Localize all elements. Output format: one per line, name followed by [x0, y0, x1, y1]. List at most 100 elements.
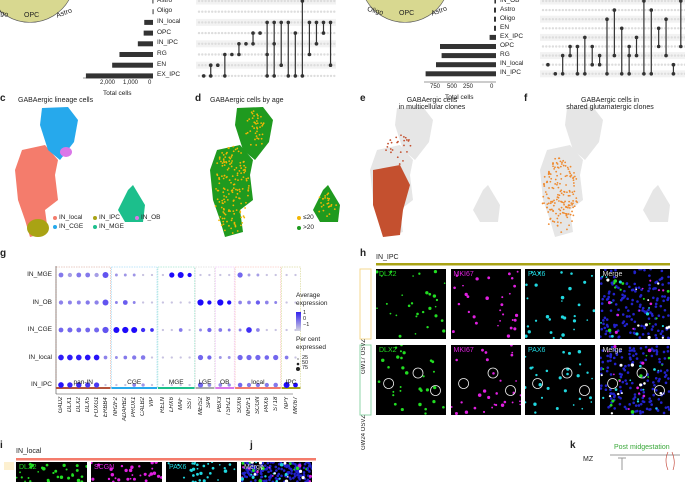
labelled-cell — [152, 471, 157, 475]
labelled-cell — [494, 392, 498, 395]
matrix-empty-dot — [303, 21, 306, 24]
labelled-cell — [117, 478, 121, 482]
matrix-empty-dot — [227, 10, 230, 13]
umap-point-le20 — [230, 165, 233, 168]
matrix-empty-dot — [211, 42, 214, 45]
dotplot-dot — [94, 327, 100, 333]
matrix-empty-dot — [263, 10, 267, 13]
matrix-empty-dot — [578, 63, 581, 66]
labelled-cell — [473, 406, 476, 410]
nucleus — [628, 331, 632, 334]
matrix-empty-dot — [594, 27, 597, 30]
matrix-empty-dot — [237, 0, 240, 3]
matrix-empty-dot — [306, 63, 310, 67]
nucleus — [609, 397, 613, 400]
combination-dot — [568, 44, 572, 49]
umap-point-le20 — [324, 196, 326, 199]
matrix-empty-dot — [644, 36, 647, 39]
panel-k-title: Post midgestation — [614, 444, 670, 451]
nucleus — [643, 358, 647, 362]
nucleus — [640, 396, 644, 400]
umap-point-le20 — [255, 144, 258, 146]
dotplot-dot — [247, 300, 251, 305]
dotplot-dot — [227, 383, 231, 387]
labelled-cell — [387, 365, 390, 369]
labelled-cell — [518, 403, 521, 406]
matrix-empty-dot — [588, 45, 591, 48]
nucleus — [267, 470, 270, 474]
dotplot-dot — [102, 326, 109, 334]
labelled-cell — [512, 327, 516, 331]
set-size-bar — [494, 0, 496, 4]
matrix-empty-dot — [670, 45, 673, 48]
labelled-cell — [75, 468, 79, 472]
umap-highlight-point — [561, 161, 563, 164]
nucleus — [604, 384, 607, 388]
gene-group-bar — [235, 387, 281, 389]
dotplot-dot — [228, 273, 231, 277]
set-size-bar — [494, 25, 496, 31]
matrix-empty-dot — [329, 74, 333, 78]
combination-dot — [321, 20, 326, 25]
umap-highlight-point — [572, 177, 574, 180]
matrix-empty-dot — [253, 53, 257, 56]
matrix-empty-dot — [654, 27, 657, 30]
nucleus — [627, 315, 631, 318]
matrix-empty-dot — [545, 18, 548, 21]
umap-point-le20 — [257, 137, 260, 140]
umap-highlight-point — [549, 202, 552, 205]
labelled-cell — [503, 400, 506, 404]
combination-dot — [553, 72, 558, 76]
umap-point-le20 — [225, 196, 228, 198]
matrix-empty-dot — [680, 72, 683, 76]
labelled-cell — [657, 289, 660, 292]
nucleus — [647, 408, 651, 411]
umap-highlight-point — [572, 182, 575, 184]
labelled-cell — [451, 330, 455, 334]
umap-highlight-point — [571, 220, 573, 222]
matrix-empty-dot — [617, 63, 621, 66]
matrix-empty-dot — [260, 63, 263, 67]
gene-label: NR2F1 — [246, 397, 252, 417]
labelled-cell — [278, 477, 281, 480]
labelled-cell — [590, 401, 593, 403]
matrix-empty-dot — [319, 21, 323, 24]
nucleus — [263, 464, 267, 467]
umap-point-le20 — [235, 166, 238, 169]
umap-highlight-point — [562, 201, 565, 204]
axis-tick-label: 500 — [447, 84, 458, 90]
matrix-empty-dot — [323, 74, 326, 78]
dotplot-dot — [197, 382, 204, 388]
matrix-empty-dot — [617, 36, 621, 39]
matrix-empty-dot — [594, 45, 597, 48]
legend-swatch — [93, 216, 97, 220]
nucleus — [651, 349, 655, 352]
combination-dot — [590, 44, 595, 49]
matrix-empty-dot — [654, 45, 657, 48]
gene-label: ADARB2 — [122, 397, 129, 422]
umap-point-le20 — [230, 162, 233, 164]
combination-dot — [619, 72, 624, 76]
channel-label: DLX2 — [379, 271, 397, 278]
nucleus — [639, 269, 643, 271]
matrix-empty-dot — [673, 45, 677, 48]
umap-highlight-point — [548, 187, 550, 189]
matrix-empty-dot — [551, 72, 555, 76]
labelled-cell — [398, 334, 402, 338]
umap-point-le20 — [260, 142, 263, 145]
nucleus — [292, 476, 295, 480]
labelled-cell — [150, 462, 154, 465]
umap-highlight-point — [571, 203, 573, 206]
labelled-cell — [591, 377, 593, 380]
matrix-empty-dot — [283, 74, 286, 78]
nucleus — [601, 319, 605, 322]
matrix-empty-dot — [591, 36, 594, 39]
labelled-cell — [421, 310, 425, 314]
gene-group-label: IPC — [285, 379, 297, 386]
labelled-cell — [600, 374, 603, 377]
matrix-empty-dot — [201, 10, 204, 13]
labelled-cell — [659, 391, 662, 395]
matrix-empty-dot — [319, 74, 323, 78]
dotplot-dot — [188, 328, 191, 332]
matrix-empty-dot — [654, 63, 657, 66]
